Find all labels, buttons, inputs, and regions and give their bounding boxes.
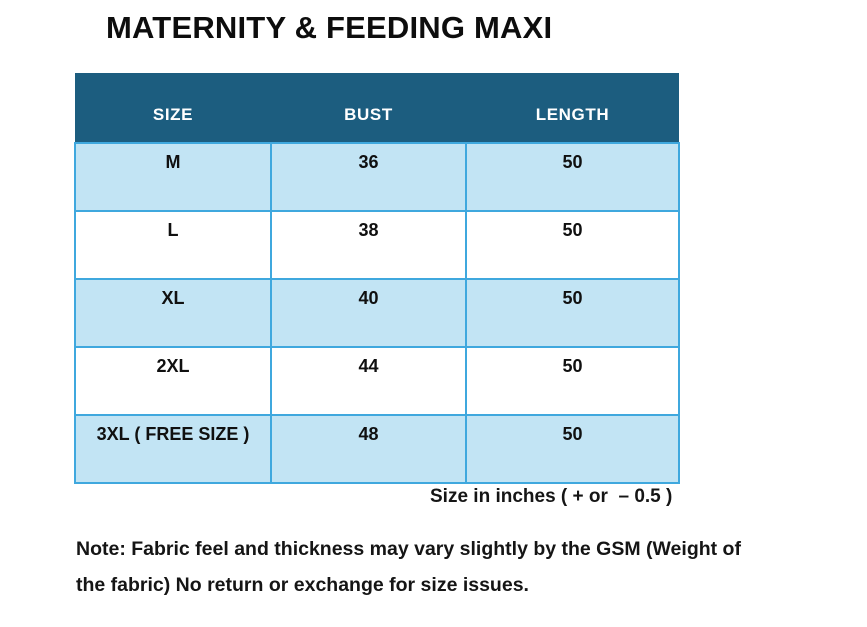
column-header-bust: BUST bbox=[271, 73, 466, 143]
cell-bust: 44 bbox=[270, 346, 467, 416]
cell-length: 50 bbox=[465, 414, 680, 484]
page-title: MATERNITY & FEEDING MAXI bbox=[106, 10, 553, 45]
cell-length: 50 bbox=[465, 346, 680, 416]
table-row: L 38 50 bbox=[74, 210, 680, 280]
cell-size: M bbox=[74, 142, 272, 212]
table-row: 2XL 44 50 bbox=[74, 346, 680, 416]
cell-length: 50 bbox=[465, 142, 680, 212]
cell-bust: 40 bbox=[270, 278, 467, 348]
table-row: 3XL ( FREE SIZE ) 48 50 bbox=[74, 414, 680, 484]
fabric-note-line-2: the fabric) No return or exchange for si… bbox=[76, 574, 529, 596]
cell-size: 3XL ( FREE SIZE ) bbox=[74, 414, 272, 484]
fabric-note: Note: Fabric feel and thickness may vary… bbox=[76, 531, 836, 603]
table-body: M 36 50 L 38 50 XL 40 50 2XL 44 50 3XL (… bbox=[74, 142, 680, 484]
cell-bust: 36 bbox=[270, 142, 467, 212]
cell-bust: 48 bbox=[270, 414, 467, 484]
table-header: SIZE BUST LENGTH bbox=[75, 73, 679, 143]
size-chart-table: SIZE BUST LENGTH M 36 50 L 38 50 XL 40 5… bbox=[74, 73, 680, 484]
column-header-size: SIZE bbox=[75, 73, 271, 143]
column-header-length: LENGTH bbox=[466, 73, 679, 143]
cell-size: XL bbox=[74, 278, 272, 348]
header-row: SIZE BUST LENGTH bbox=[75, 73, 679, 143]
cell-length: 50 bbox=[465, 278, 680, 348]
table-row: M 36 50 bbox=[74, 142, 680, 212]
cell-size: 2XL bbox=[74, 346, 272, 416]
cell-bust: 38 bbox=[270, 210, 467, 280]
cell-size: L bbox=[74, 210, 272, 280]
size-unit-note: Size in inches ( + or – 0.5 ) bbox=[430, 486, 673, 507]
table-row: XL 40 50 bbox=[74, 278, 680, 348]
fabric-note-line-1: Note: Fabric feel and thickness may vary… bbox=[76, 538, 741, 560]
cell-length: 50 bbox=[465, 210, 680, 280]
